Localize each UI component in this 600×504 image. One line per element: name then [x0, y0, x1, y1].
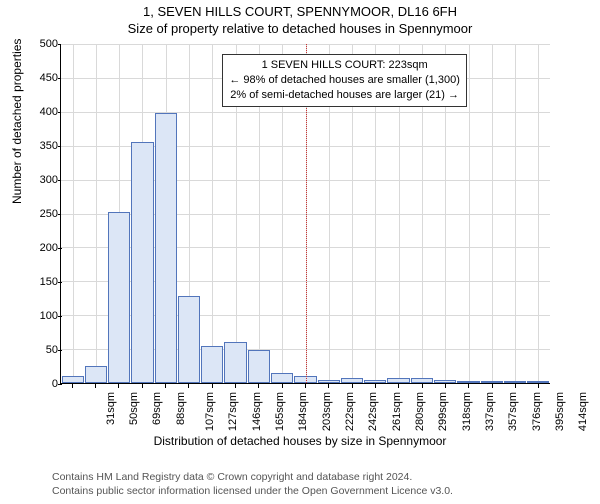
histogram-bar [434, 380, 456, 383]
y-ticks: 050100150200250300350400450500 [24, 44, 58, 384]
y-tick-label: 200 [24, 242, 58, 254]
x-tick-label: 318sqm [461, 392, 473, 431]
x-tick-label: 414sqm [577, 392, 589, 431]
histogram-bar [62, 376, 84, 383]
histogram-bar [341, 378, 363, 383]
histogram-bar [318, 380, 340, 383]
histogram-bar [85, 366, 107, 383]
footer-line-1: Contains HM Land Registry data © Crown c… [52, 470, 453, 484]
x-tick-label: 261sqm [391, 392, 403, 431]
y-tick-label: 150 [24, 276, 58, 288]
histogram-bar [155, 113, 177, 383]
histogram-bar [224, 342, 246, 383]
x-tick-label: 376sqm [531, 392, 543, 431]
page-subtitle: Size of property relative to detached ho… [0, 21, 600, 36]
x-axis-label: Distribution of detached houses by size … [0, 434, 600, 448]
x-tick-label: 88sqm [175, 392, 187, 425]
histogram-bar [201, 346, 223, 383]
annotation-line-2: ← 98% of detached houses are smaller (1,… [229, 73, 460, 88]
x-tick-label: 31sqm [105, 392, 117, 425]
x-tick-label: 203sqm [321, 392, 333, 431]
y-tick-label: 250 [24, 208, 58, 220]
x-tick-label: 69sqm [151, 392, 163, 425]
y-tick-label: 100 [24, 310, 58, 322]
x-tick-label: 222sqm [344, 392, 356, 431]
histogram-bar [481, 381, 503, 383]
x-tick-label: 50sqm [128, 392, 140, 425]
y-tick-label: 350 [24, 140, 58, 152]
y-tick-label: 50 [24, 344, 58, 356]
page-title: 1, SEVEN HILLS COURT, SPENNYMOOR, DL16 6… [0, 4, 600, 19]
histogram-bar [271, 373, 293, 383]
x-tick-label: 357sqm [507, 392, 519, 431]
histogram-bar [457, 381, 479, 383]
annotation-line-1: 1 SEVEN HILLS COURT: 223sqm [229, 58, 460, 73]
y-tick-label: 450 [24, 72, 58, 84]
plot-area: 1 SEVEN HILLS COURT: 223sqm ← 98% of det… [60, 44, 550, 384]
x-tick-label: 299sqm [437, 392, 449, 431]
x-tick-label: 146sqm [251, 392, 263, 431]
histogram-bar [178, 296, 200, 383]
annotation-line-3: 2% of semi-detached houses are larger (2… [229, 88, 460, 103]
y-tick-label: 300 [24, 174, 58, 186]
footer-line-2: Contains public sector information licen… [52, 484, 453, 498]
y-tick-label: 0 [24, 378, 58, 390]
x-tick-label: 165sqm [274, 392, 286, 431]
x-tick-label: 242sqm [367, 392, 379, 431]
x-tick-label: 107sqm [204, 392, 216, 431]
x-tick-label: 280sqm [414, 392, 426, 431]
histogram-bar [411, 378, 433, 383]
histogram-bar [131, 142, 153, 383]
histogram-bar [364, 380, 386, 383]
y-tick-label: 400 [24, 106, 58, 118]
histogram-bar [504, 381, 526, 383]
x-ticks: 31sqm 50sqm 69sqm 88sqm 107sqm 127sqm 146sqm 16… [60, 384, 550, 434]
chart-area: 050100150200250300350400450500 1 SEVEN H… [60, 44, 550, 384]
histogram-bar [108, 212, 130, 383]
x-tick-label: 395sqm [554, 392, 566, 431]
annotation-box: 1 SEVEN HILLS COURT: 223sqm ← 98% of det… [222, 54, 467, 107]
histogram-bar [387, 378, 409, 383]
x-tick-label: 184sqm [297, 392, 309, 431]
x-tick-label: 127sqm [227, 392, 239, 431]
y-tick-label: 500 [24, 38, 58, 50]
y-axis-label: Number of detached properties [10, 39, 24, 204]
histogram-bar [248, 350, 270, 383]
footer-attribution: Contains HM Land Registry data © Crown c… [52, 470, 453, 498]
histogram-bar [527, 381, 549, 383]
x-tick-label: 337sqm [484, 392, 496, 431]
